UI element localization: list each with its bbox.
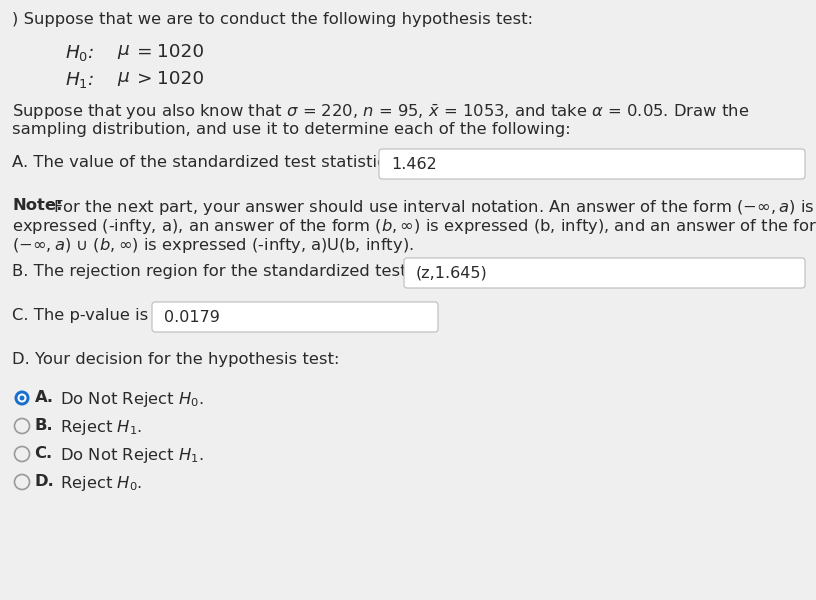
Text: 1020: 1020 (157, 43, 204, 61)
Text: $(-\infty, a)$ ∪ $(b, \infty)$ is expressed (-infty, a)U(b, infty).: $(-\infty, a)$ ∪ $(b, \infty)$ is expres… (12, 236, 414, 255)
Text: D. Your decision for the hypothesis test:: D. Your decision for the hypothesis test… (12, 352, 339, 367)
Circle shape (15, 391, 29, 406)
Circle shape (15, 475, 29, 490)
Circle shape (15, 446, 29, 461)
Text: >: > (137, 70, 153, 88)
Text: $\mu$: $\mu$ (117, 43, 131, 61)
Text: Do Not Reject $H_1$.: Do Not Reject $H_1$. (60, 446, 203, 465)
Circle shape (20, 395, 24, 401)
Text: A.: A. (34, 390, 54, 405)
Text: 0.0179: 0.0179 (164, 310, 220, 325)
Text: expressed (-infty, a), an answer of the form $(b, \infty)$ is expressed (b, inft: expressed (-infty, a), an answer of the … (12, 217, 816, 236)
Text: D.: D. (34, 474, 54, 489)
FancyBboxPatch shape (379, 149, 805, 179)
Text: Reject $H_0$.: Reject $H_0$. (60, 474, 142, 493)
Text: Note:: Note: (12, 198, 63, 213)
Text: For the next part, your answer should use interval notation. An answer of the fo: For the next part, your answer should us… (48, 198, 814, 217)
Text: ) Suppose that we are to conduct the following hypothesis test:: ) Suppose that we are to conduct the fol… (12, 12, 533, 27)
Circle shape (17, 394, 26, 403)
Text: B.: B. (34, 418, 53, 433)
Text: $\mu$: $\mu$ (117, 70, 131, 88)
Text: Suppose that you also know that $\sigma$ = 220, $n$ = 95, $\bar{x}$ = 1053, and : Suppose that you also know that $\sigma$… (12, 103, 749, 122)
Text: =: = (137, 43, 153, 61)
Text: B. The rejection region for the standardized test statistic:: B. The rejection region for the standard… (12, 264, 482, 279)
Text: $H_1$:: $H_1$: (65, 70, 95, 90)
FancyBboxPatch shape (152, 302, 438, 332)
Text: Do Not Reject $H_0$.: Do Not Reject $H_0$. (60, 390, 203, 409)
Circle shape (15, 419, 29, 433)
Text: A. The value of the standardized test statistic:: A. The value of the standardized test st… (12, 155, 392, 170)
Text: $H_0$:: $H_0$: (65, 43, 95, 63)
Text: C. The p-value is: C. The p-value is (12, 308, 149, 323)
Text: C.: C. (34, 446, 52, 461)
Text: 1.462: 1.462 (391, 157, 437, 172)
FancyBboxPatch shape (404, 258, 805, 288)
Text: 1020: 1020 (157, 70, 204, 88)
Text: Reject $H_1$.: Reject $H_1$. (60, 418, 142, 437)
Text: (z,1.645): (z,1.645) (416, 266, 488, 281)
Text: sampling distribution, and use it to determine each of the following:: sampling distribution, and use it to det… (12, 122, 570, 137)
